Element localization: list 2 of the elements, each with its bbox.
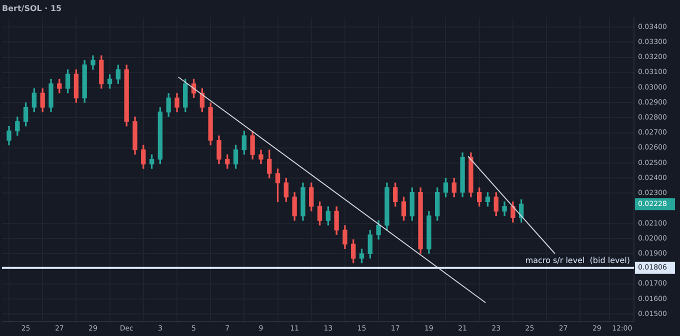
chart-title: Bert/SOL · 15: [2, 4, 62, 13]
ref-line-label: macro s/r level (bid level): [525, 256, 630, 265]
